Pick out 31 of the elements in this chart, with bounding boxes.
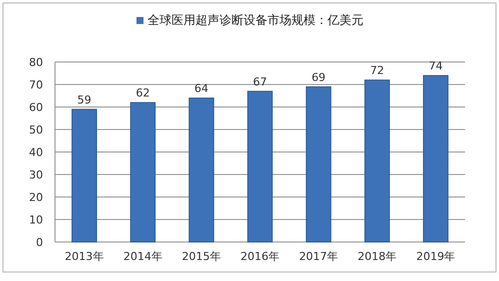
bar xyxy=(188,98,214,242)
bar xyxy=(130,102,156,242)
y-tick-label: 10 xyxy=(29,214,43,226)
x-tick-label: 2019年 xyxy=(416,250,456,263)
data-label: 74 xyxy=(428,60,443,72)
legend-label: 全球医用超声诊断设备市场规模：亿美元 xyxy=(148,13,364,27)
bar xyxy=(72,108,97,242)
y-tick-label: 50 xyxy=(29,124,43,136)
data-label: 72 xyxy=(370,64,384,77)
y-tick-label: 70 xyxy=(29,78,43,92)
y-tick-label: 60 xyxy=(29,101,43,114)
y-tick-label: 20 xyxy=(29,191,43,204)
bar xyxy=(247,90,273,242)
data-label: 67 xyxy=(253,75,267,88)
x-tick-label: 2015年 xyxy=(182,250,221,263)
y-tick-label: 0 xyxy=(36,236,43,249)
x-tick-label: 2014年 xyxy=(123,250,162,263)
bar xyxy=(364,80,390,242)
x-tick-label: 2013年 xyxy=(64,250,104,263)
data-label: 59 xyxy=(77,93,92,106)
y-tick-label: 30 xyxy=(29,168,43,182)
x-tick-label: 2017年 xyxy=(299,250,338,263)
x-tick-label: 2016年 xyxy=(240,250,280,263)
data-label: 62 xyxy=(136,86,150,100)
x-tick-label: 2018年 xyxy=(358,250,397,263)
y-tick-label: 40 xyxy=(29,146,43,159)
bar xyxy=(423,75,448,242)
data-label: 69 xyxy=(312,70,326,84)
data-label: 64 xyxy=(194,82,208,95)
y-tick-label: 80 xyxy=(29,56,43,69)
bar xyxy=(306,86,332,242)
